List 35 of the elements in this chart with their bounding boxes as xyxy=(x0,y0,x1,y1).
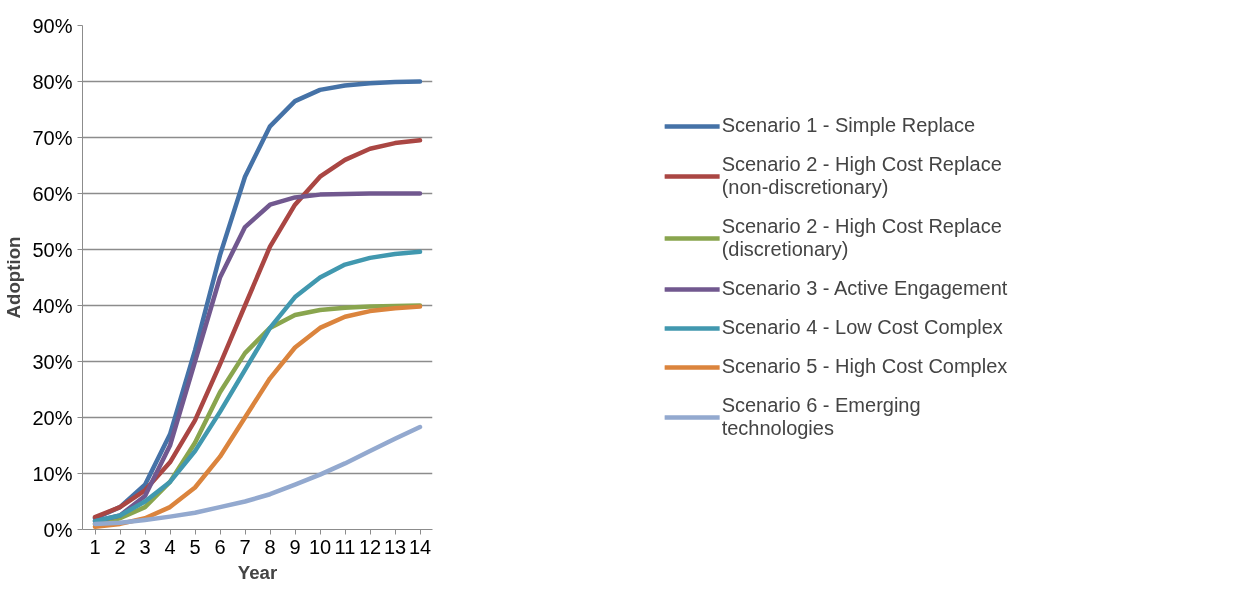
legend-label: Scenario 4 - Low Cost Complex xyxy=(721,316,1003,339)
x-tick-label: 1 xyxy=(89,535,101,558)
line-series xyxy=(92,424,423,527)
x-tick-label: 10 xyxy=(308,535,332,558)
y-tick-label: 30% xyxy=(32,350,73,373)
y-tick-label: 20% xyxy=(32,406,73,429)
x-tick-label: 11 xyxy=(334,535,356,558)
x-tick-label: 5 xyxy=(189,535,201,558)
x-tick-label: 9 xyxy=(289,535,301,558)
y-tick-label: 80% xyxy=(32,70,73,93)
legend-label: Scenario 3 - Active Engagement xyxy=(721,277,1008,300)
y-tick-label: 70% xyxy=(32,126,73,149)
y-axis-title: Adoption xyxy=(3,236,25,319)
y-tick-label: 40% xyxy=(32,294,73,317)
legend-label: Scenario 1 - Simple Replace xyxy=(721,114,976,137)
line-series xyxy=(92,249,423,524)
x-tick-label: 12 xyxy=(358,535,382,558)
legend-label: Scenario 2 - High Cost Replace (discretionary) xyxy=(721,215,1002,261)
y-tick-label: 90% xyxy=(32,14,73,37)
legend-label: Scenario 2 - High Cost Replace (non-discretionary) xyxy=(721,153,1002,199)
x-tick-label: 4 xyxy=(164,535,176,558)
x-tick-label: 14 xyxy=(408,535,432,558)
x-axis-title: Year xyxy=(237,561,278,583)
x-tick-label: 3 xyxy=(139,535,151,558)
x-tick-label: 2 xyxy=(114,535,126,558)
y-tick-label: 10% xyxy=(32,462,73,485)
x-tick-label: 13 xyxy=(383,535,407,558)
y-tick-label: 50% xyxy=(32,238,73,261)
x-tick-label: 8 xyxy=(264,535,276,558)
x-tick-label: 6 xyxy=(214,535,226,558)
y-tick-label: 0% xyxy=(43,518,73,541)
x-tick-label: 7 xyxy=(239,535,251,558)
y-tick-label: 60% xyxy=(32,182,73,205)
legend-label: Scenario 6 - Emerging technologies xyxy=(721,394,921,440)
legend-label: Scenario 5 - High Cost Complex xyxy=(721,355,1008,378)
